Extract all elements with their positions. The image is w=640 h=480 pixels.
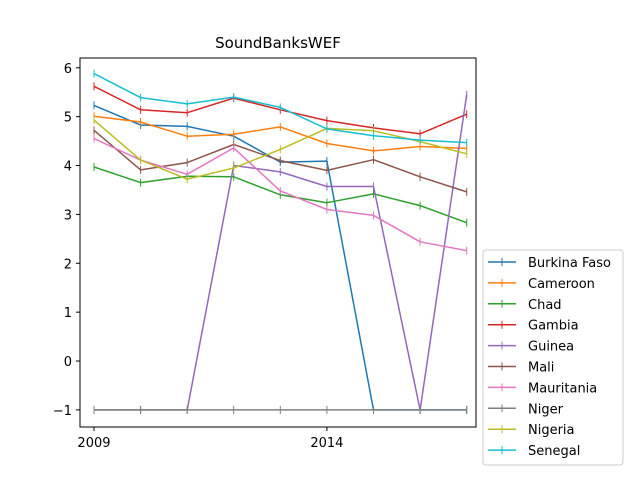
legend-label: Nigeria [528, 423, 575, 438]
legend-label: Cameroon [528, 277, 595, 292]
series-layer [93, 69, 468, 414]
legend-label: Mauritania [528, 381, 597, 396]
y-tick-label: 3 [64, 208, 72, 223]
y-tick-label: 2 [64, 257, 72, 272]
x-axis: 2009 2014 [77, 427, 343, 451]
plot-frame [79, 57, 477, 428]
legend-label: Niger [528, 402, 564, 417]
series-line [94, 94, 468, 411]
x-tick-label: 2009 [77, 436, 110, 451]
legend-label: Chad [528, 298, 562, 313]
y-axis: −1 0 1 2 3 4 5 6 [53, 62, 80, 419]
legend: Burkina Faso Cameroon Chad Gambia Guinea Mali… [482, 249, 624, 466]
x-tick-label: 2014 [310, 436, 343, 451]
y-tick-label: 4 [64, 160, 72, 175]
y-tick-label: 1 [64, 306, 72, 321]
legend-label: Senegal [528, 444, 580, 459]
y-tick-label: 6 [64, 62, 72, 77]
chart-title: SoundBanksWEF [215, 34, 341, 52]
legend-label: Mali [528, 361, 554, 376]
legend-label: Burkina Faso [528, 256, 611, 271]
legend-label: Gambia [528, 319, 579, 334]
legend-label: Guinea [528, 340, 574, 355]
y-tick-label: 5 [64, 111, 72, 126]
y-tick-label: 0 [64, 355, 72, 370]
legend-box [482, 249, 624, 466]
y-tick-label: −1 [53, 404, 72, 419]
